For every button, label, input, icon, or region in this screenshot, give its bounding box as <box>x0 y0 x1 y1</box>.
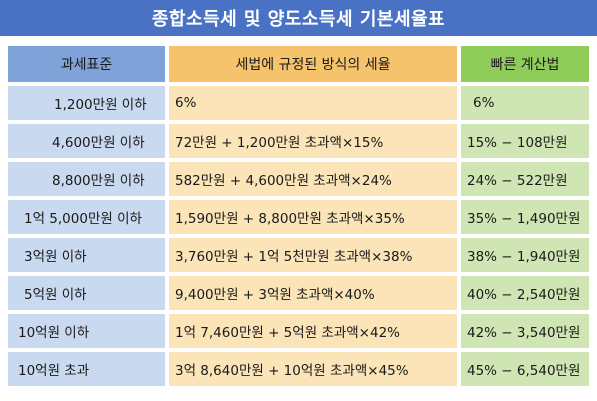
tax-rate-table: 과세표준 세법에 규정된 방식의 세율 빠른 계산법 1,200만원 이하 6%… <box>8 46 589 386</box>
row-2-quick: 15% − 108만원 <box>461 124 589 158</box>
row-6-quick: 40% − 2,540만원 <box>461 276 589 310</box>
row-4-bracket: 1억 5,000만원 이하 <box>8 200 165 234</box>
row-8-quick: 45% − 6,540만원 <box>461 352 589 386</box>
row-3-bracket: 8,800만원 이하 <box>8 162 165 196</box>
row-6-bracket: 5억원 이하 <box>8 276 165 310</box>
row-5-quick: 38% − 1,940만원 <box>461 238 589 272</box>
row-2-statutory: 72만원 + 1,200만원 초과액×15% <box>169 124 457 158</box>
row-7-quick: 42% − 3,540만원 <box>461 314 589 348</box>
header-quick-calc: 빠른 계산법 <box>461 46 589 82</box>
row-7-bracket: 10억원 이하 <box>8 314 165 348</box>
header-statutory-rate: 세법에 규정된 방식의 세율 <box>169 46 457 82</box>
page-title: 종합소득세 및 양도소득세 기본세율표 <box>0 0 597 36</box>
row-8-statutory: 3억 8,640만원 + 10억원 초과액×45% <box>169 352 457 386</box>
row-1-statutory: 6% <box>169 86 457 120</box>
row-7-statutory: 1억 7,460만원 + 5억원 초과액×42% <box>169 314 457 348</box>
row-4-statutory: 1,590만원 + 8,800만원 초과액×35% <box>169 200 457 234</box>
row-2-bracket: 4,600만원 이하 <box>8 124 165 158</box>
row-1-quick: 6% <box>461 86 589 120</box>
row-4-quick: 35% − 1,490만원 <box>461 200 589 234</box>
row-3-quick: 24% − 522만원 <box>461 162 589 196</box>
row-5-statutory: 3,760만원 + 1억 5천만원 초과액×38% <box>169 238 457 272</box>
row-5-bracket: 3억원 이하 <box>8 238 165 272</box>
row-6-statutory: 9,400만원 + 3억원 초과액×40% <box>169 276 457 310</box>
row-3-statutory: 582만원 + 4,600만원 초과액×24% <box>169 162 457 196</box>
header-tax-base: 과세표준 <box>8 46 165 82</box>
row-8-bracket: 10억원 초과 <box>8 352 165 386</box>
row-1-bracket: 1,200만원 이하 <box>8 86 165 120</box>
